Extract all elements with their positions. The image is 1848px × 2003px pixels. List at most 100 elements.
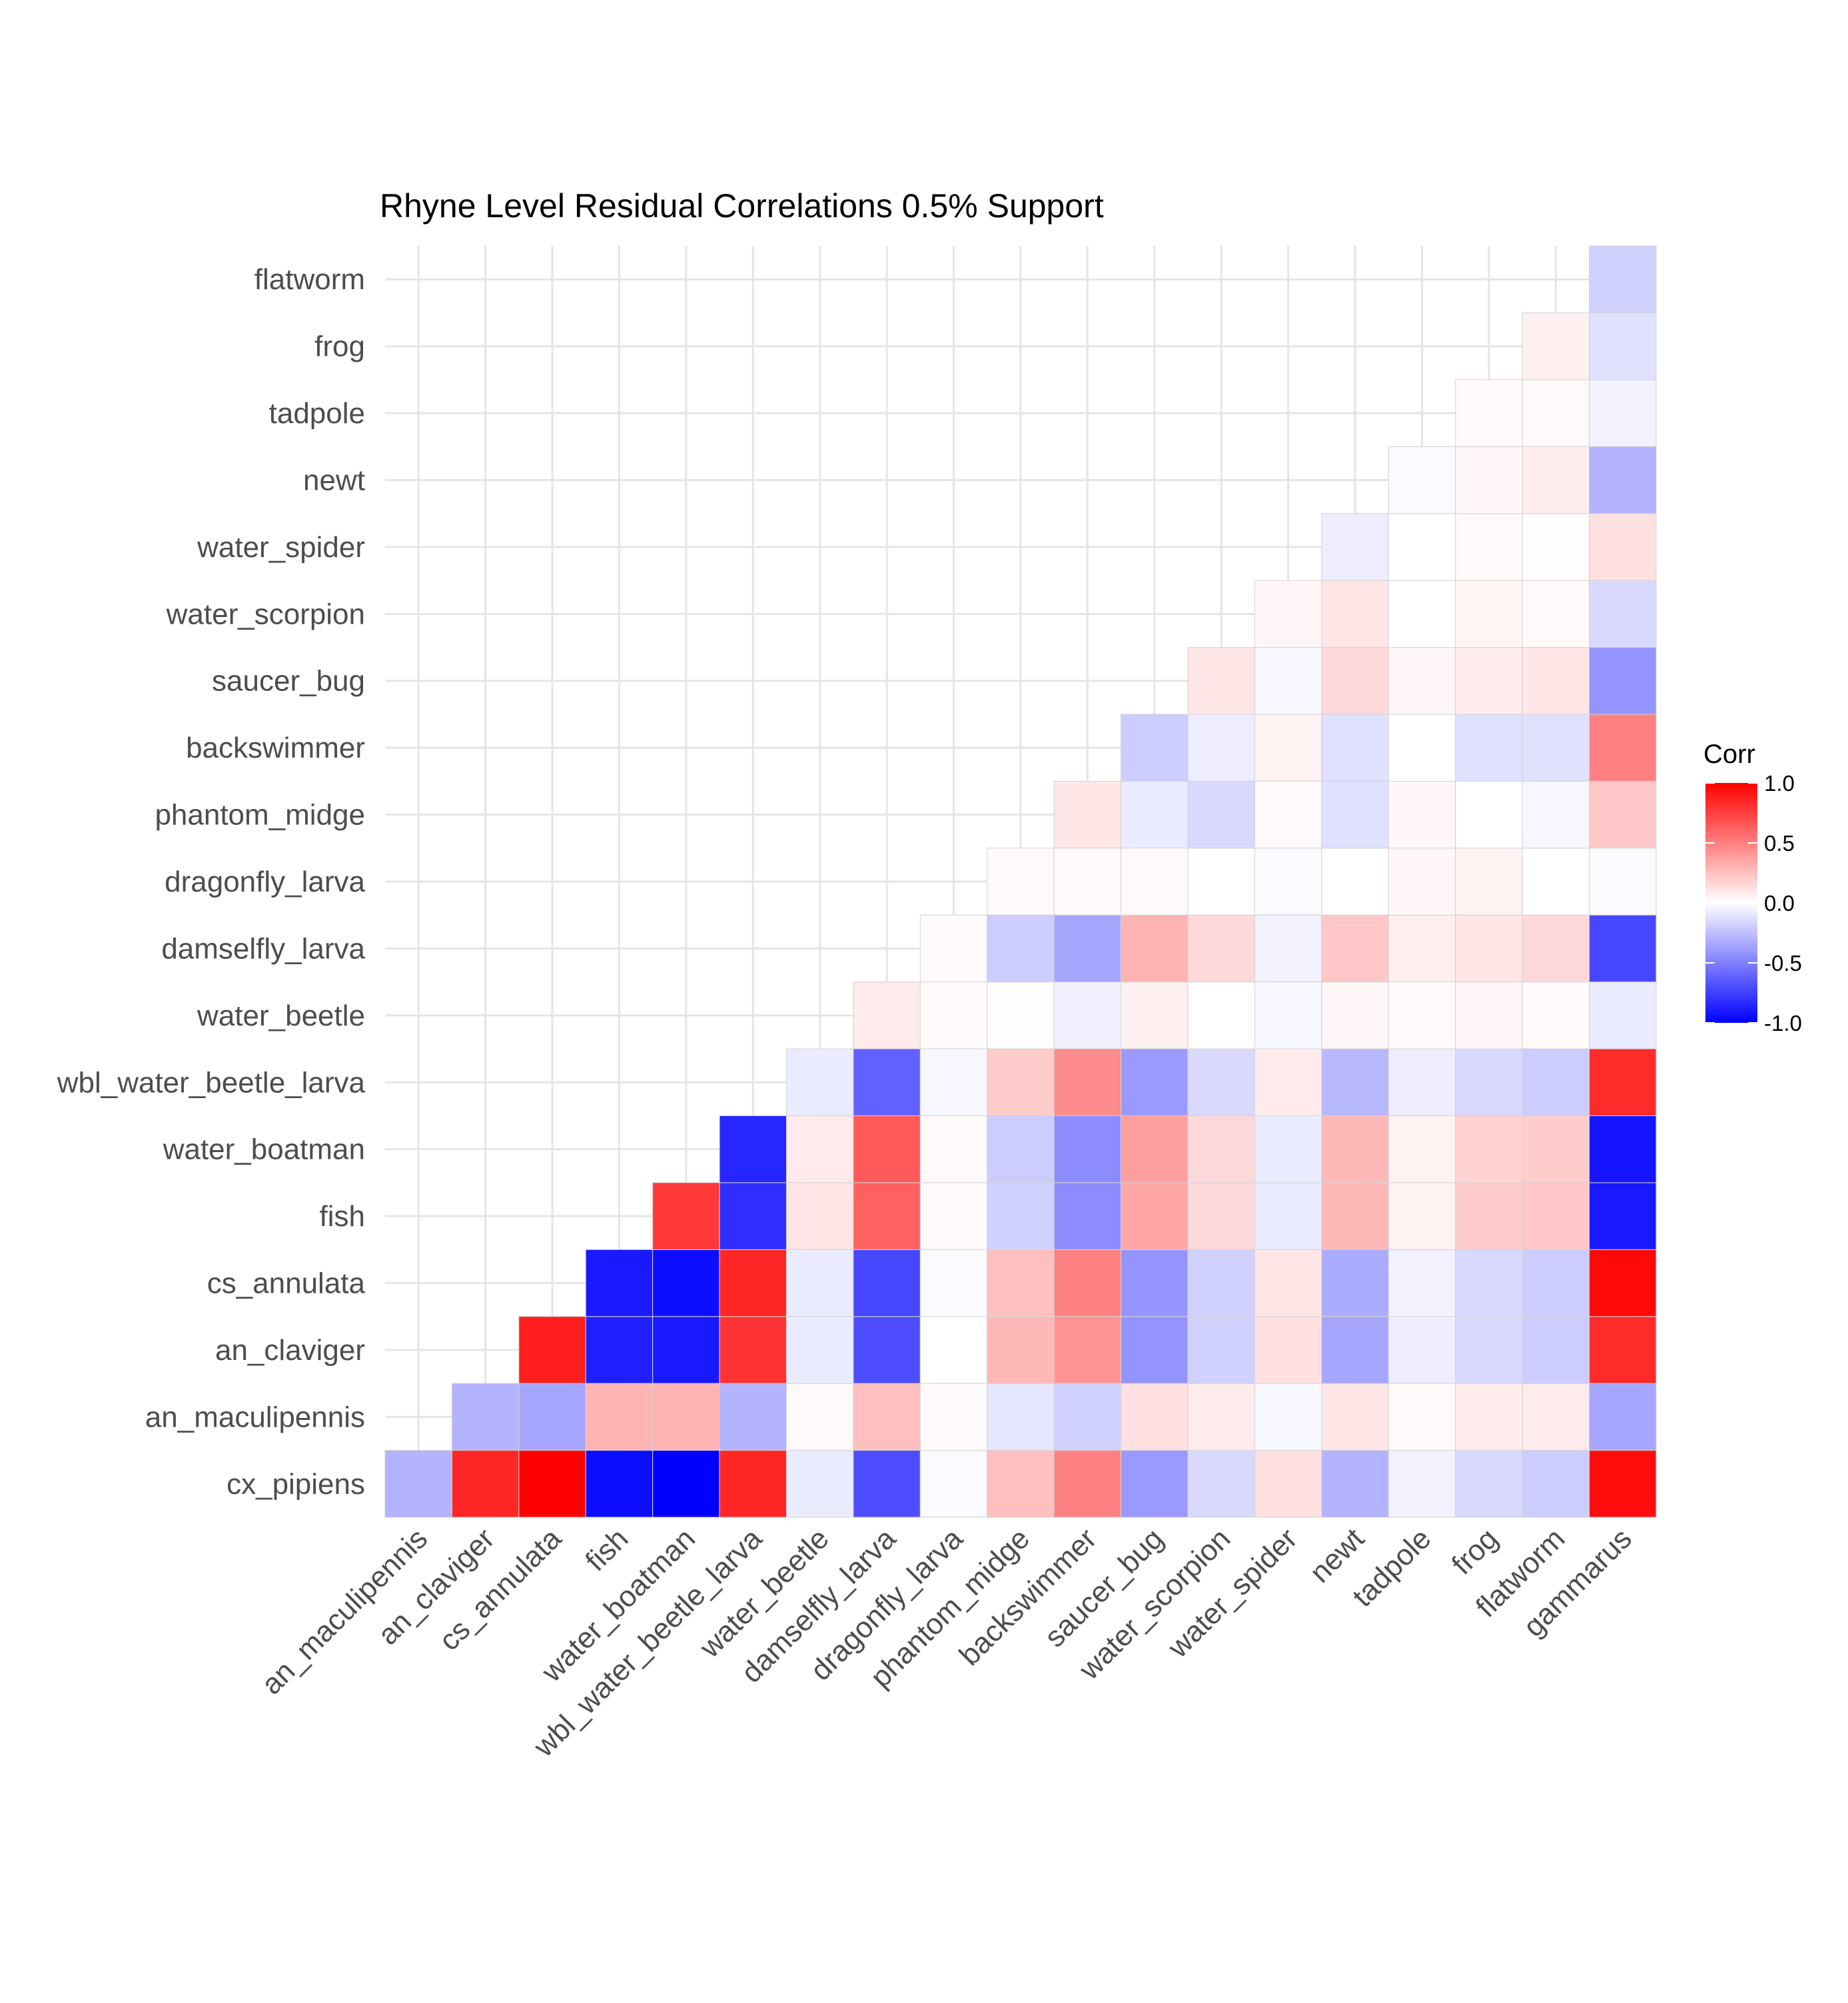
heatmap-cell (1254, 1383, 1322, 1451)
heatmap-cell (1121, 780, 1188, 849)
heatmap-cell (1187, 1182, 1255, 1250)
heatmap-cell (1589, 982, 1657, 1049)
heatmap-cell (1388, 1383, 1456, 1451)
heatmap-cell (1121, 1383, 1188, 1451)
heatmap-cell (1455, 580, 1523, 648)
heatmap-cell (786, 1048, 854, 1116)
heatmap-cell (1589, 1048, 1657, 1116)
heatmap-cell (1522, 714, 1590, 782)
heatmap-cell (1522, 1383, 1590, 1451)
y-tick-label: newt (303, 464, 365, 496)
heatmap-cell (1321, 982, 1389, 1049)
heatmap-cell (786, 1316, 854, 1384)
heatmap-cell (987, 1115, 1055, 1183)
heatmap-cell (1455, 513, 1523, 581)
heatmap-cell (1254, 1182, 1322, 1250)
x-tick-label: frog (1446, 1522, 1504, 1581)
heatmap-cell (919, 982, 988, 1049)
heatmap-cell (1187, 1450, 1255, 1518)
heatmap-cell (1388, 1316, 1456, 1384)
heatmap-cell (1455, 1316, 1523, 1384)
heatmap-cell (853, 1450, 921, 1518)
heatmap-cell (1388, 914, 1456, 983)
heatmap-cell (1522, 312, 1590, 380)
heatmap-cell (719, 1249, 787, 1317)
heatmap-cell (786, 1182, 854, 1250)
heatmap-cell (1254, 914, 1322, 983)
heatmap-cell (1589, 914, 1657, 983)
heatmap-cell (1254, 1115, 1322, 1183)
y-axis-tick-labels: cx_pipiens an_maculipennis an_claviger cs_a… (57, 263, 366, 1501)
heatmap-cell (1254, 848, 1322, 916)
heatmap-cell (1589, 1450, 1657, 1518)
heatmap-cell (1321, 1249, 1389, 1317)
heatmap-cell (987, 1048, 1055, 1116)
heatmap-cell (1388, 714, 1456, 782)
heatmap-cell (919, 1115, 988, 1183)
heatmap-cell (919, 914, 988, 983)
heatmap-cell (1388, 982, 1456, 1049)
heatmap-cell (1522, 780, 1590, 849)
heatmap-cell (1522, 513, 1590, 581)
chart-title: Rhyne Level Residual Correlations 0.5% S… (380, 187, 1104, 225)
heatmap-cell (786, 1450, 854, 1518)
heatmap-cell (1455, 379, 1523, 447)
heatmap-cell (1187, 780, 1255, 849)
heatmap-cell (1522, 982, 1590, 1049)
heatmap-cell (652, 1182, 720, 1250)
heatmap-cell (1388, 1450, 1456, 1518)
heatmap-cell (585, 1249, 654, 1317)
heatmap-cell (1589, 714, 1657, 782)
heatmap-cell (719, 1182, 787, 1250)
heatmap-cell (853, 982, 921, 1049)
heatmap-cell (1321, 914, 1389, 983)
heatmap-cell (719, 1450, 787, 1518)
y-tick-label: an_maculipennis (145, 1401, 365, 1433)
heatmap-cell (987, 1182, 1055, 1250)
heatmap-cell (1053, 1115, 1122, 1183)
heatmap-cell (1589, 379, 1657, 447)
legend-tick-label: 0.5 (1764, 831, 1795, 856)
heatmap-cell (1053, 914, 1122, 983)
y-tick-label: water_beetle (197, 1000, 365, 1032)
heatmap-cell (1187, 914, 1255, 983)
heatmap-cell (1187, 1115, 1255, 1183)
heatmap-cell (1321, 780, 1389, 849)
heatmap-cell (1187, 1316, 1255, 1384)
heatmap-cell (1522, 1450, 1590, 1518)
heatmap-cell (1388, 848, 1456, 916)
heatmap-cell (1522, 1182, 1590, 1250)
heatmap-cell (1053, 780, 1122, 849)
heatmap-cell (1321, 1450, 1389, 1518)
heatmap-cell (1053, 1249, 1122, 1317)
heatmap-cell (384, 1450, 452, 1518)
heatmap-cell (1589, 1115, 1657, 1183)
heatmap-cell (1388, 780, 1456, 849)
heatmap-cell (1388, 647, 1456, 715)
heatmap-cell (1455, 1182, 1523, 1250)
heatmap-cell (1455, 1249, 1523, 1317)
heatmap-cell (1187, 1048, 1255, 1116)
heatmap-cell (1121, 1316, 1188, 1384)
heatmap-cell (1455, 914, 1523, 983)
heatmap-cell (652, 1383, 720, 1451)
heatmap-cell (1321, 1383, 1389, 1451)
heatmap-cell (1254, 647, 1322, 715)
heatmap-cell (1455, 982, 1523, 1049)
heatmap-cell (1254, 714, 1322, 782)
heatmap-cell (1121, 714, 1188, 782)
heatmap-cell (1254, 580, 1322, 648)
heatmap-cell (1254, 1316, 1322, 1384)
heatmap-cell (1187, 1249, 1255, 1317)
y-tick-label: cs_annulata (207, 1267, 366, 1300)
y-tick-label: phantom_midge (155, 799, 365, 832)
heatmap-cell (786, 1383, 854, 1451)
heatmap-cell (1187, 848, 1255, 916)
heatmap-cell (1455, 848, 1523, 916)
heatmap-cell (1388, 1182, 1456, 1250)
heatmap-cell (1254, 982, 1322, 1049)
heatmap-cell (1589, 1383, 1657, 1451)
y-tick-label: dragonfly_larva (165, 866, 365, 898)
heatmap-cell (585, 1316, 654, 1384)
